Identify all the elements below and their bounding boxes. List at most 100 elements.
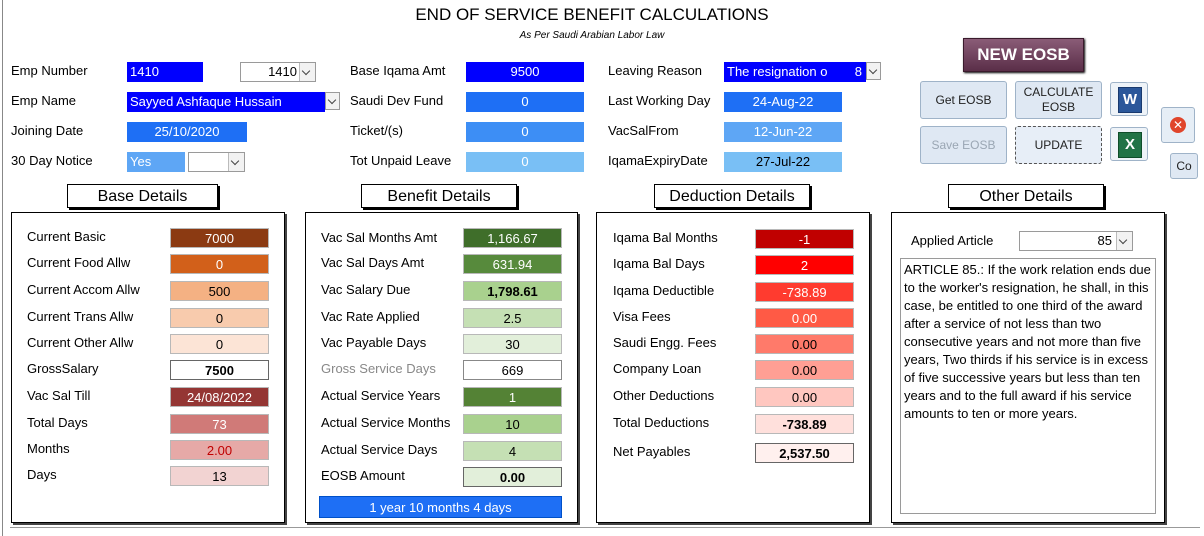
update-button[interactable]: UPDATE — [1015, 126, 1102, 164]
joining-date-field[interactable]: 25/10/2020 — [127, 122, 247, 142]
base-row-value[interactable]: 7500 — [170, 360, 269, 380]
calculate-eosb-button[interactable]: CALCULATE EOSB — [1015, 81, 1102, 119]
other-details-panel — [891, 212, 1165, 523]
leaving-reason-label: Leaving Reason — [608, 63, 702, 78]
benefit-row-value[interactable]: 631.94 — [463, 254, 562, 274]
emp-number-label: Emp Number — [11, 63, 88, 78]
deduction-row-value[interactable]: 2 — [755, 255, 854, 275]
excel-export-button[interactable]: X — [1110, 127, 1148, 161]
new-eosb-button[interactable]: NEW EOSB — [963, 38, 1084, 72]
last-working-field[interactable]: 24-Aug-22 — [724, 92, 842, 112]
notice-label: 30 Day Notice — [11, 153, 93, 168]
base-row-value[interactable]: 0 — [170, 254, 269, 274]
base-row-label: Current Trans Allw — [27, 309, 134, 324]
base-row-label: Vac Sal Till — [27, 388, 91, 403]
benefit-row-value[interactable]: 1,798.61 — [463, 281, 562, 301]
unpaid-leave-label: Tot Unpaid Leave — [350, 153, 452, 168]
benefit-row-value[interactable]: 4 — [463, 441, 562, 461]
word-icon: W — [1118, 87, 1142, 113]
benefit-row-value[interactable]: 2.5 — [463, 308, 562, 328]
base-iqama-field[interactable]: 9500 — [466, 62, 584, 82]
deduction-row-value[interactable]: -738.89 — [755, 282, 854, 302]
emp-number-combo[interactable]: 1410 — [240, 62, 316, 82]
benefit-row-value[interactable]: 10 — [463, 414, 562, 434]
base-row-label: Current Other Allw — [27, 335, 134, 350]
base-row-value[interactable]: 13 — [170, 466, 269, 486]
base-row-label: Days — [27, 467, 57, 482]
deduction-row-value[interactable]: 0.00 — [755, 360, 854, 380]
emp-name-field[interactable]: Sayyed Ashfaque Hussain — [127, 92, 325, 112]
base-row-value[interactable]: 500 — [170, 281, 269, 301]
service-summary: 1 year 10 months 4 days — [319, 496, 562, 518]
chevron-down-icon[interactable] — [299, 63, 315, 81]
applied-article-value: 85 — [1097, 233, 1112, 248]
notice-combo[interactable] — [188, 152, 245, 172]
benefit-row-value[interactable]: 669 — [463, 360, 562, 380]
leaving-reason-field[interactable]: The resignation o — [724, 62, 836, 82]
deduction-row-value[interactable]: 0.00 — [755, 387, 854, 407]
emp-name-dropdown-icon[interactable] — [325, 92, 340, 110]
emp-number-combo-value: 1410 — [268, 64, 297, 79]
save-eosb-label: Save EOSB — [931, 137, 996, 152]
deduction-row-label: Saudi Engg. Fees — [613, 335, 717, 350]
base-row-value[interactable]: 73 — [170, 414, 269, 434]
deduction-row-value[interactable]: 0.00 — [755, 308, 854, 328]
deduction-row-label: Total Deductions — [613, 415, 710, 430]
ticket-label: Ticket/(s) — [350, 123, 403, 138]
base-details-heading: Base Details — [67, 184, 218, 208]
deduction-row-label: Iqama Bal Months — [613, 230, 718, 245]
base-row-value[interactable]: 24/08/2022 — [170, 387, 269, 407]
deduction-row-label: Iqama Deductible — [613, 283, 715, 298]
benefit-details-heading: Benefit Details — [361, 184, 517, 208]
leaving-reason-code[interactable]: 8 — [836, 62, 866, 82]
deduction-row-label: Iqama Bal Days — [613, 256, 705, 271]
co-button[interactable]: Co — [1170, 153, 1198, 179]
applied-article-label: Applied Article — [911, 233, 994, 248]
page-title: END OF SERVICE BENEFIT CALCULATIONS — [415, 5, 769, 24]
benefit-row-value[interactable]: 1,166.67 — [463, 228, 562, 248]
base-row-label: Current Accom Allw — [27, 282, 140, 297]
benefit-row-label: Actual Service Months — [321, 415, 451, 430]
article-textbox[interactable]: ARTICLE 85.: If the work relation ends d… — [900, 258, 1156, 514]
notice-field[interactable]: Yes — [127, 152, 185, 172]
iqama-expiry-field[interactable]: 27-Jul-22 — [724, 152, 842, 172]
page-subtitle: As Per Saudi Arabian Labor Law — [519, 30, 665, 41]
base-row-value[interactable]: 0 — [170, 308, 269, 328]
base-row-label: Months — [27, 441, 70, 456]
window-left-border — [2, 0, 3, 536]
benefit-row-value[interactable]: 1 — [463, 387, 562, 407]
leaving-reason-dropdown-icon[interactable] — [866, 62, 881, 80]
vacsal-from-field[interactable]: 12-Jun-22 — [724, 122, 842, 142]
deduction-row-label: Company Loan — [613, 361, 702, 376]
save-eosb-button[interactable]: Save EOSB — [920, 126, 1007, 164]
chevron-down-icon[interactable] — [1116, 232, 1132, 250]
base-row-value[interactable]: 2.00 — [170, 440, 269, 460]
benefit-row-value[interactable]: 30 — [463, 334, 562, 354]
applied-article-combo[interactable]: 85 — [1019, 231, 1133, 251]
deduction-row-label: Other Deductions — [613, 388, 715, 403]
vacsal-from-label: VacSalFrom — [608, 123, 679, 138]
benefit-row-label: EOSB Amount — [321, 468, 405, 483]
saudi-dev-field[interactable]: 0 — [466, 92, 584, 112]
chevron-down-icon[interactable] — [228, 153, 244, 171]
excel-icon: X — [1118, 132, 1142, 158]
base-row-value[interactable]: 7000 — [170, 228, 269, 248]
base-row-value[interactable]: 0 — [170, 334, 269, 354]
deduction-row-value[interactable]: -738.89 — [755, 414, 854, 434]
ticket-field[interactable]: 0 — [466, 122, 584, 142]
get-eosb-button[interactable]: Get EOSB — [920, 81, 1007, 119]
deduction-details-heading: Deduction Details — [654, 184, 810, 208]
last-working-label: Last Working Day — [608, 93, 711, 108]
deduction-row-value[interactable]: -1 — [755, 229, 854, 249]
emp-number-field[interactable]: 1410 — [127, 62, 203, 82]
deduction-row-label: Visa Fees — [613, 309, 671, 324]
update-label: UPDATE — [1034, 137, 1083, 152]
close-button[interactable]: ✕ — [1161, 107, 1195, 143]
word-export-button[interactable]: W — [1110, 82, 1148, 116]
deduction-row-value[interactable]: 0.00 — [755, 334, 854, 354]
saudi-dev-label: Saudi Dev Fund — [350, 93, 444, 108]
base-row-label: GrossSalary — [27, 361, 99, 376]
deduction-row-value[interactable]: 2,537.50 — [755, 443, 854, 463]
benefit-row-value[interactable]: 0.00 — [463, 467, 562, 487]
unpaid-leave-field[interactable]: 0 — [466, 152, 584, 172]
